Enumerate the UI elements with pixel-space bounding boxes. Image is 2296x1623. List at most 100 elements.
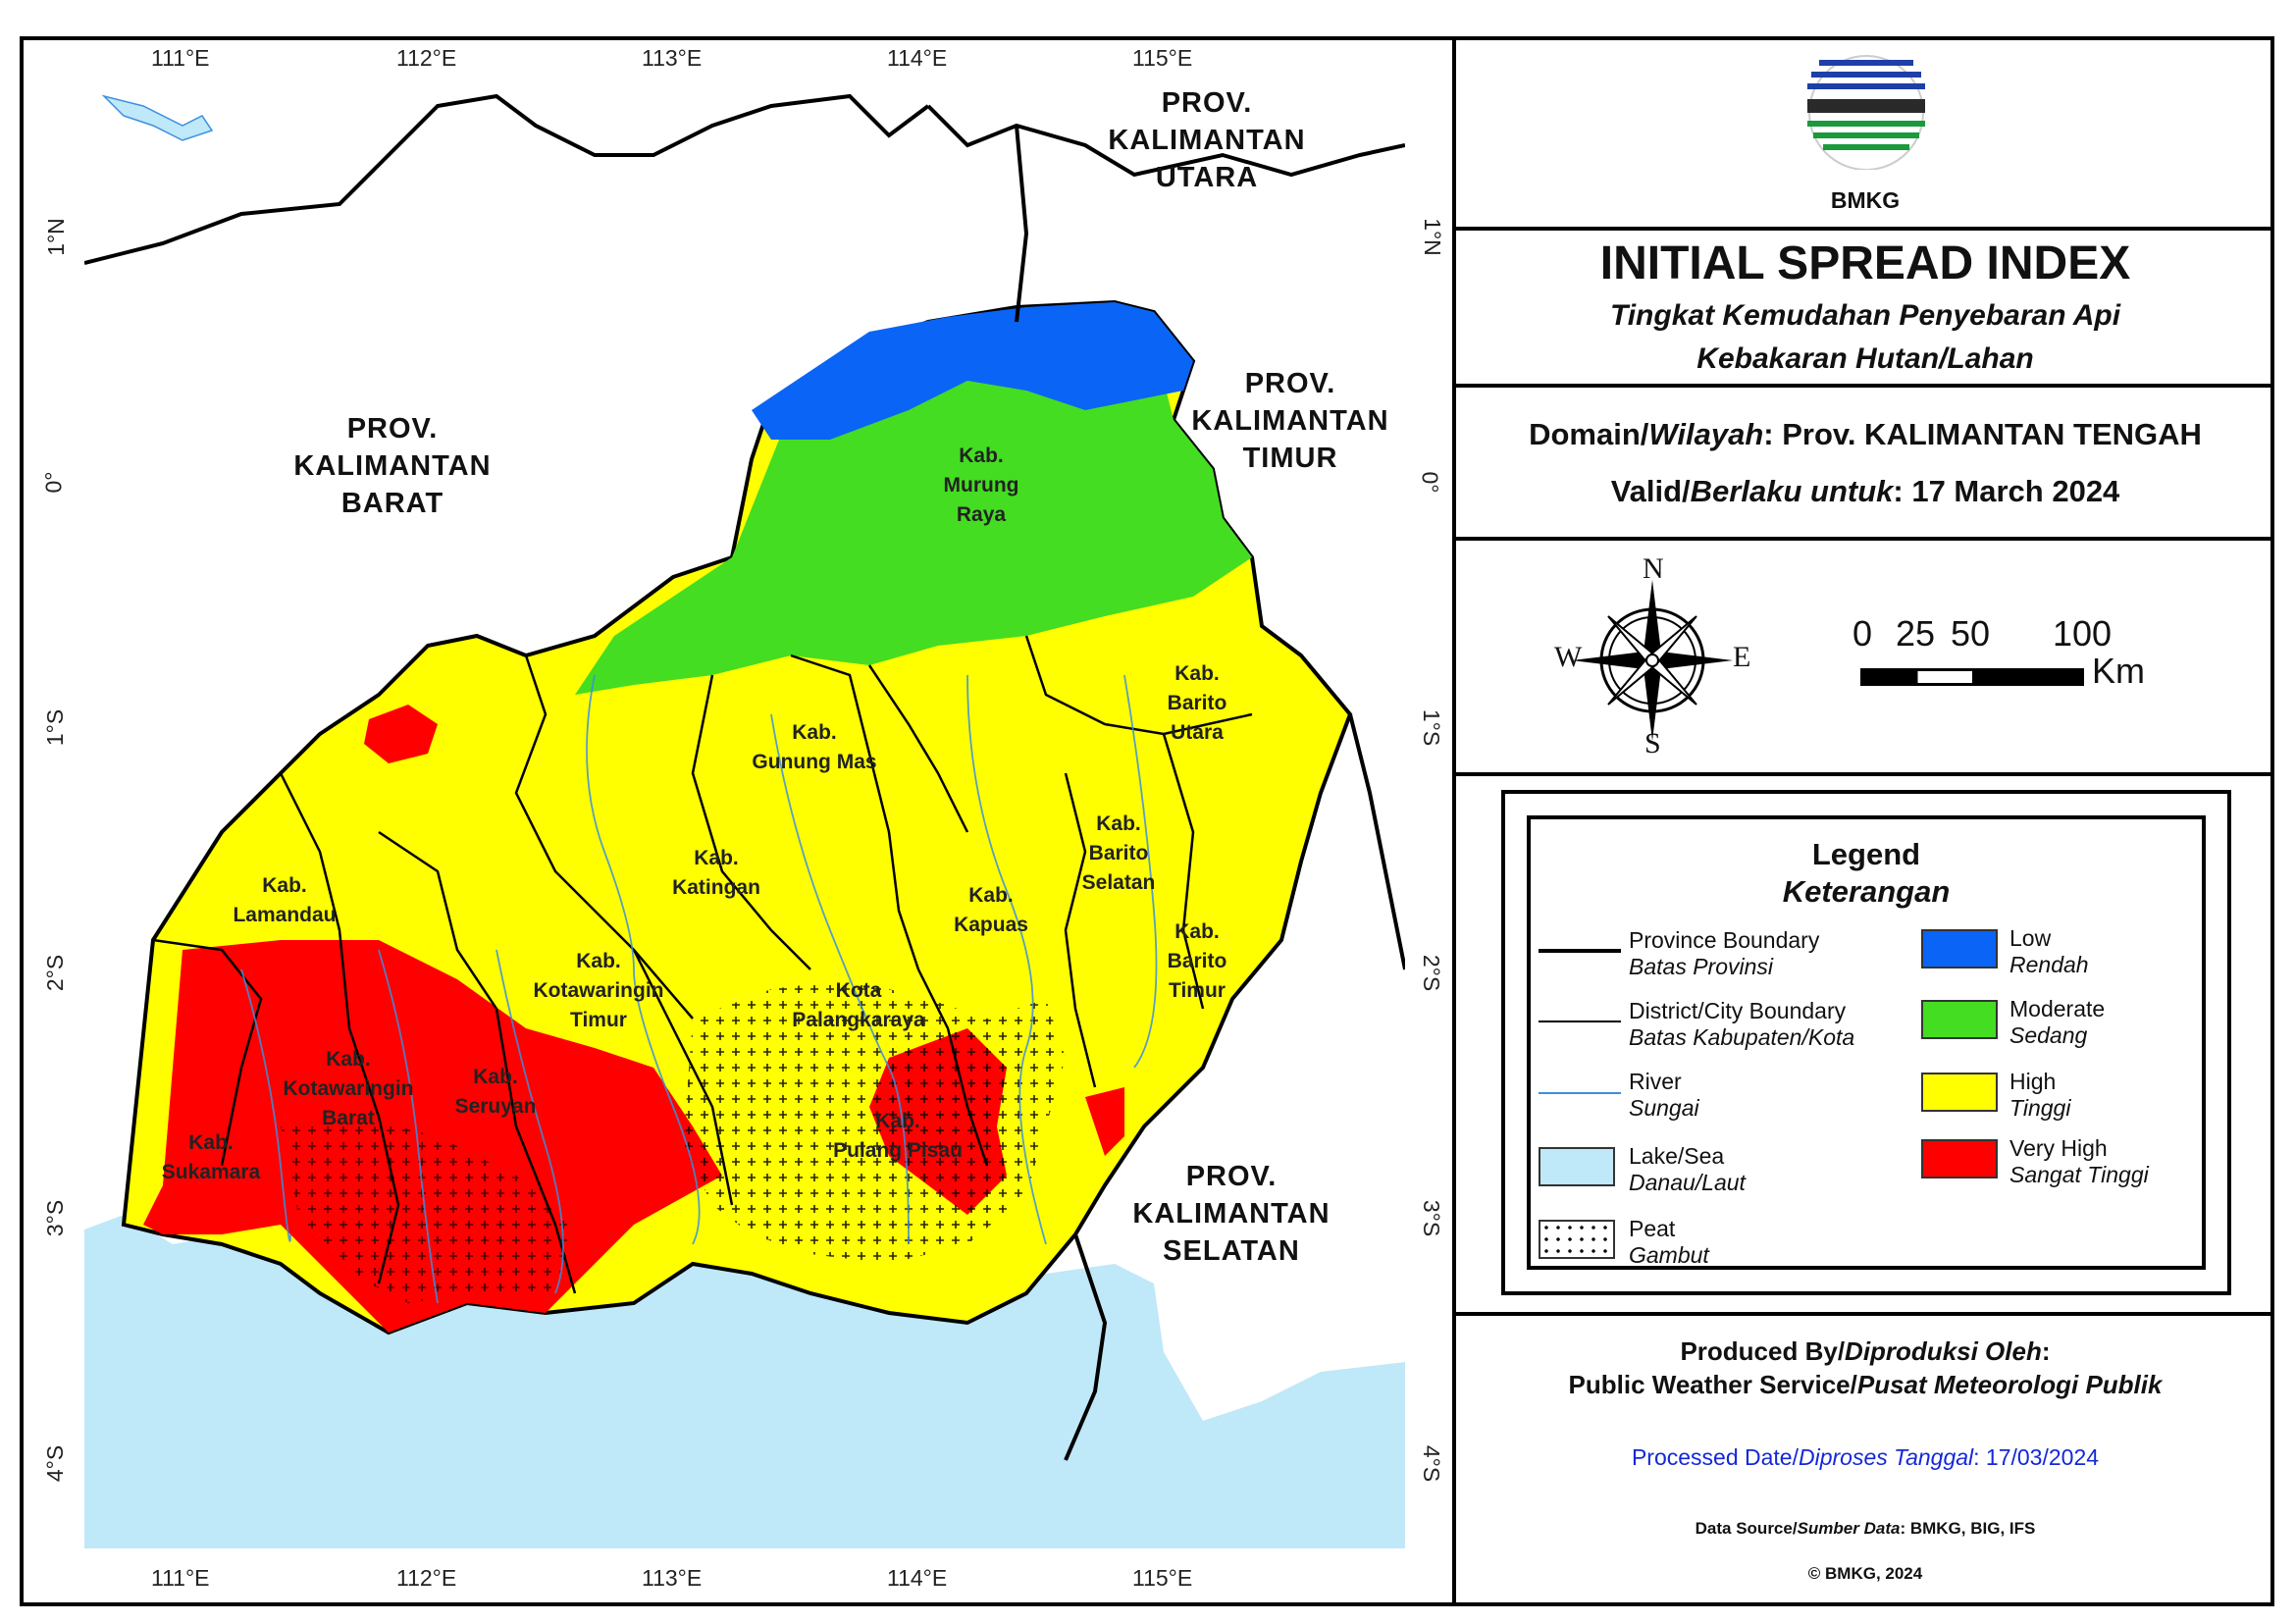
legend-box: Legend Keterangan Province Boundary Batas…: [1501, 790, 2231, 1295]
logo-panel: BMKG: [1456, 36, 2274, 231]
peat-area: [683, 979, 1066, 1264]
district-label: Kab. Kapuas: [954, 884, 1028, 936]
lon-tick-bottom: 115°E: [1132, 1565, 1193, 1591]
lat-tick-left: 1°S: [42, 708, 69, 747]
lat-tick-right: 3°S: [1419, 1199, 1445, 1237]
compass-south: S: [1644, 727, 1661, 759]
outer-frame: [20, 36, 2274, 1606]
legend-line-peat: Peat Gambut: [1629, 1216, 1709, 1268]
subtitle-line-1: Tingkat Kemudahan Penyebaran Api: [1609, 299, 2121, 332]
scale-bar: [1860, 668, 2084, 686]
district-label: Kab. Barito Selatan: [1081, 812, 1156, 894]
lake: [101, 94, 214, 141]
domain-line: Domain/Wilayah: Prov. KALIMANTAN TENGAH: [1529, 417, 2202, 451]
lon-tick-top: 111°E: [151, 45, 210, 71]
legend-line-district: District/City Boundary Batas Kabupaten/Ko…: [1629, 998, 1855, 1050]
district-label: Kab. Pulang Pisau: [833, 1110, 963, 1162]
district-label: Kab. Seruyan: [454, 1066, 537, 1118]
scale-tick-100: 100: [2053, 613, 2113, 654]
lat-tick-left: 4°S: [42, 1444, 69, 1483]
data-source: Data Source/Sumber Data: BMKG, BIG, IFS: [1695, 1519, 2036, 1538]
province-boundaries: [84, 93, 1405, 1461]
province-boundary-symbol: [1539, 949, 1621, 953]
domain-panel: Domain/Wilayah: Prov. KALIMANTAN TENGAH …: [1456, 388, 2274, 541]
district-label: Kab. Kotawaringin Timur: [533, 950, 664, 1031]
producer-name: Public Weather Service/Pusat Meteorologi…: [1568, 1370, 2163, 1399]
province-label-barat: PROV. KALIMANTAN BARAT: [293, 413, 492, 519]
very-high-area-east: [1085, 1087, 1124, 1156]
lon-tick-top: 113°E: [642, 45, 703, 71]
district-label: Kab. Murung Raya: [943, 445, 1019, 526]
logo-text: BMKG: [1830, 187, 1901, 213]
legend-line-lake: Lake/Sea Danau/Laut: [1629, 1143, 1746, 1195]
compass-scale-panel: N S W E 0 25 50 100 Km: [1456, 541, 2274, 776]
low-swatch: [1921, 929, 1998, 969]
lon-tick-bottom: 111°E: [151, 1565, 210, 1591]
district-label: Kab. Lamandau: [233, 874, 337, 926]
lat-tick-right: 4°S: [1419, 1444, 1445, 1483]
moderate-area: [575, 351, 1252, 695]
province-label-selatan: PROV. KALIMANTAN SELATAN: [1132, 1161, 1331, 1267]
district-label: Kab. Gunung Mas: [752, 721, 877, 773]
compass-west: W: [1554, 641, 1583, 673]
peat-swatch: [1539, 1220, 1615, 1259]
compass-east: E: [1733, 641, 1751, 673]
lat-tick-right: 2°S: [1419, 954, 1445, 992]
district-label: Kab. Kotawaringin Barat: [283, 1048, 414, 1129]
district-label: Kota Palangkaraya: [792, 979, 925, 1031]
high-swatch: [1921, 1073, 1998, 1112]
copyright: © BMKG, 2024: [1807, 1564, 1923, 1583]
low-area: [752, 302, 1193, 440]
lat-tick-right: 1°N: [1419, 218, 1445, 256]
district-label: Kab. Barito Utara: [1167, 662, 1227, 744]
bmkg-logo: [1807, 55, 1925, 170]
produced-by: Produced By/Diproduksi Oleh:: [1680, 1336, 2051, 1366]
district-label: Kab. Barito Timur: [1167, 920, 1227, 1002]
compass-north: N: [1643, 552, 1664, 585]
lon-tick-top: 112°E: [396, 45, 457, 71]
legend-class-very-high: Very High Sangat Tinggi: [2009, 1135, 2149, 1187]
map-canvas[interactable]: [84, 86, 1405, 1548]
lon-tick-bottom: 112°E: [396, 1565, 457, 1591]
map-panel: [20, 36, 1456, 1606]
legend-title: Legend: [1811, 837, 1921, 871]
lat-tick-left: 2°S: [42, 954, 69, 992]
district-label: Kab. Katingan: [672, 847, 760, 899]
legend-class-high: High Tinggi: [2009, 1069, 2071, 1121]
legend-line-river: River Sungai: [1629, 1069, 1699, 1121]
lat-tick-left: 0°: [40, 471, 67, 494]
scale-tick-50: 50: [1951, 613, 1991, 654]
scale-tick-25: 25: [1896, 613, 1936, 654]
lat-tick-left: 3°S: [42, 1199, 69, 1237]
legend-section-divider: [1456, 1312, 2274, 1316]
legend-line-province: Province Boundary Batas Provinsi: [1629, 927, 1820, 979]
lon-tick-bottom: 113°E: [642, 1565, 703, 1591]
lat-tick-right: 0°: [1417, 471, 1443, 494]
scale-tick-0: 0: [1852, 613, 1873, 654]
page-title: INITIAL SPREAD INDEX: [1599, 237, 2131, 289]
district-boundary-symbol: [1539, 1021, 1621, 1022]
legend-class-moderate: Moderate Sedang: [2009, 996, 2106, 1048]
lon-tick-bottom: 114°E: [887, 1565, 948, 1591]
district-boundaries: [152, 635, 1253, 1294]
lake-sea-swatch: [1539, 1147, 1615, 1186]
very-high-swatch: [1921, 1139, 1998, 1178]
moderate-swatch: [1921, 1000, 1998, 1039]
processed-date: Processed Date/Diproses Tanggal: 17/03/2…: [1631, 1444, 2100, 1470]
subtitle-line-2: Kebakaran Hutan/Lahan: [1696, 342, 2034, 375]
compass-rose-icon: [1572, 580, 1733, 741]
legend-subtitle: Keterangan: [1782, 874, 1951, 909]
very-high-area-north: [364, 705, 438, 763]
valid-line: Valid/Berlaku untuk: 17 March 2024: [1610, 474, 2120, 508]
peat-area-west: [281, 1117, 575, 1303]
lat-tick-right: 1°S: [1419, 708, 1445, 747]
legend-class-low: Low Rendah: [2009, 925, 2089, 977]
lon-tick-top: 114°E: [887, 45, 948, 71]
river-symbol: [1539, 1092, 1621, 1094]
title-panel: INITIAL SPREAD INDEX Tingkat Kemudahan P…: [1456, 231, 2274, 388]
scale-unit: Km: [2092, 651, 2145, 691]
province-label-utara: PROV. KALIMANTAN UTARA: [1108, 87, 1306, 193]
legend-inner: Legend Keterangan Province Boundary Batas…: [1527, 815, 2206, 1270]
province-label-timur: PROV. KALIMANTAN TIMUR: [1191, 368, 1389, 474]
district-label: Kab. Sukamara: [161, 1131, 261, 1183]
